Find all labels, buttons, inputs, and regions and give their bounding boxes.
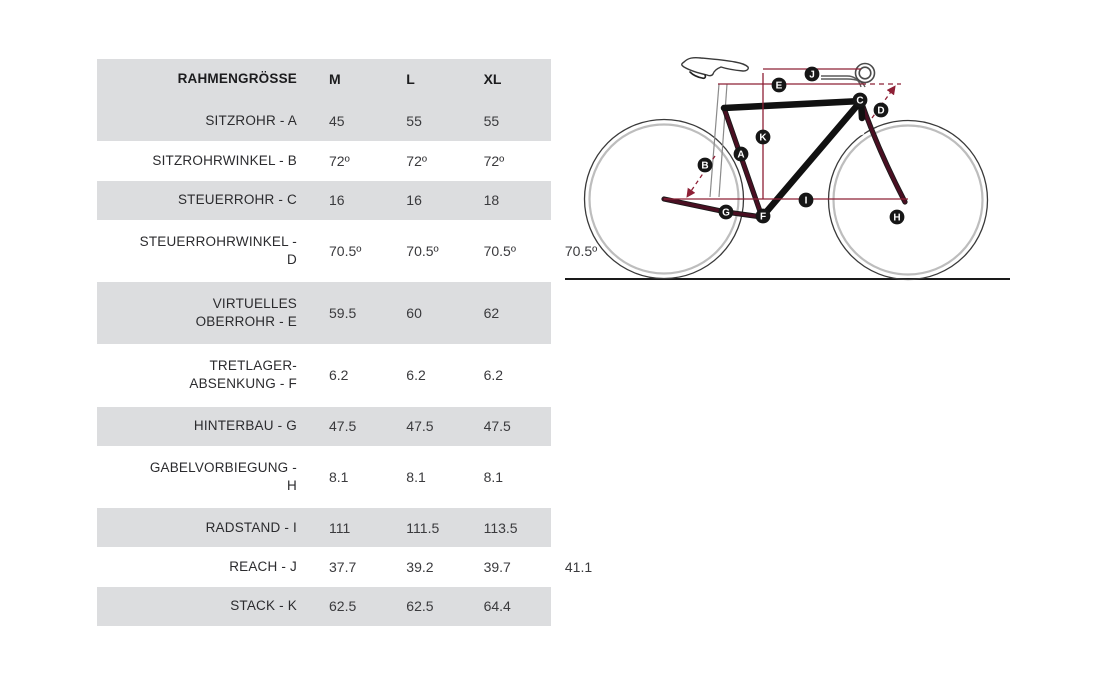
svg-text:C: C	[856, 95, 863, 106]
svg-text:D: D	[877, 105, 884, 116]
svg-text:G: G	[722, 207, 730, 218]
svg-text:F: F	[760, 211, 766, 222]
svg-text:B: B	[701, 160, 708, 171]
svg-text:I: I	[805, 195, 808, 206]
svg-text:J: J	[809, 69, 815, 80]
svg-text:K: K	[759, 132, 767, 143]
svg-text:H: H	[893, 212, 900, 223]
svg-text:E: E	[776, 80, 783, 91]
svg-text:A: A	[737, 149, 744, 160]
